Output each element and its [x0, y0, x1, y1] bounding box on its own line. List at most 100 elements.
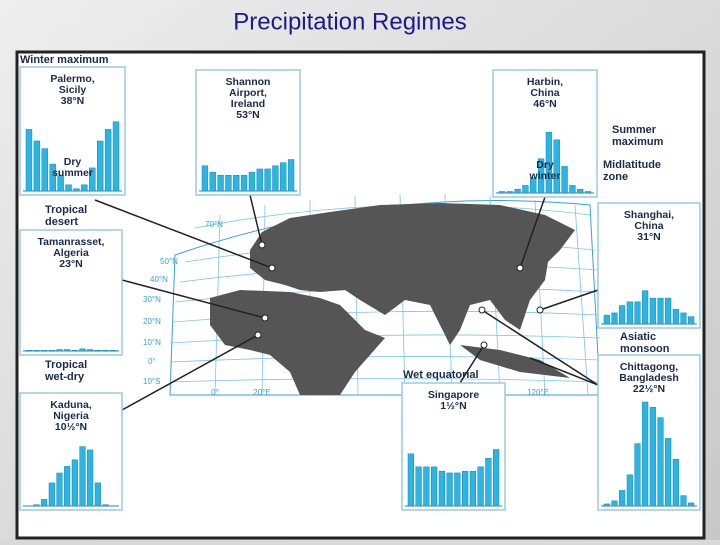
precip-bar [680, 495, 687, 507]
precip-bar [649, 297, 656, 325]
precip-bar [102, 504, 109, 507]
precip-bar [94, 482, 101, 507]
station-panel [597, 202, 701, 329]
station-name: Airport, [229, 87, 267, 99]
precip-bar [537, 158, 545, 194]
station-name: Ireland [231, 98, 265, 110]
precip-bar [225, 175, 232, 192]
slide-title: Precipitation Regimes [233, 8, 466, 35]
map-label: Tropical [45, 359, 87, 371]
station-name: Sicily [59, 84, 87, 96]
precip-bar [469, 470, 476, 507]
precip-bar [485, 457, 492, 507]
station-name: 53°N [236, 109, 259, 121]
precip-bar [41, 350, 48, 352]
precip-bar [64, 466, 71, 507]
station-name: Singapore [428, 389, 480, 401]
precip-bar [209, 171, 216, 192]
precip-bar [522, 185, 529, 194]
station-name: Shannon [226, 76, 271, 88]
eurasia [250, 203, 575, 345]
climate-note: winter [529, 170, 561, 182]
station-name: Shanghai, [624, 209, 674, 221]
station-name: Algeria [53, 247, 89, 259]
precip-bar [649, 406, 656, 507]
precip-bar [688, 502, 695, 507]
latitude-label: 10°S [143, 377, 160, 386]
precip-bar [569, 185, 576, 194]
latitude-label: 50°N [160, 257, 178, 266]
precip-bar [642, 401, 649, 507]
latitude-label: 40°N [150, 275, 168, 284]
precip-bar [56, 349, 63, 352]
precip-bar [498, 191, 506, 194]
precip-bar [25, 129, 33, 192]
precip-bar [514, 188, 521, 194]
station-name: Nigeria [53, 410, 89, 422]
precip-bar [672, 458, 679, 507]
map-label: maximum [612, 136, 664, 148]
station-name: China [530, 87, 559, 99]
map-label: Summer [612, 124, 657, 136]
precip-bar [33, 504, 40, 507]
map-label: Asiatic [620, 331, 656, 343]
precip-bar [87, 349, 94, 352]
climate-note: summer [52, 167, 93, 179]
map-label: wet-dry [44, 371, 85, 383]
precip-bar [217, 175, 224, 192]
precip-bar [462, 470, 469, 507]
longitude-label: 120°E [527, 388, 549, 397]
station-name: 23°N [59, 258, 82, 270]
station-name: China [634, 220, 663, 232]
station-name: Bangladesh [619, 372, 679, 384]
precip-bar [626, 301, 633, 325]
precip-bar [577, 188, 584, 194]
station-name: 22½°N [633, 383, 665, 395]
precip-bar [611, 312, 618, 325]
station-name: Chittagong, [620, 361, 678, 373]
precip-bar [79, 348, 86, 352]
precip-bar [619, 305, 626, 325]
station-panel [492, 69, 598, 198]
precip-bar [64, 349, 71, 352]
precip-bar [65, 184, 72, 192]
precip-bar [545, 131, 553, 194]
station-name: Kaduna, [50, 399, 92, 411]
map-label: Wet equatorial [403, 369, 479, 381]
station-panel [19, 229, 123, 356]
climate-note: Dry [536, 159, 554, 171]
station-name: 10½°N [55, 421, 87, 433]
longitude-label: 20°E [253, 388, 270, 397]
map-label: Winter maximum [20, 54, 109, 66]
precip-bar [642, 290, 649, 325]
leader-lines [94, 194, 599, 411]
precip-bar [41, 148, 48, 192]
precip-bar [553, 139, 560, 194]
station-name: Harbin, [527, 76, 563, 88]
precip-bar [626, 474, 633, 507]
station-name: 1½°N [440, 400, 466, 412]
precip-bar [57, 175, 64, 192]
precip-bar [619, 490, 626, 507]
station-name: Tamanrasset, [38, 236, 105, 248]
precip-bar [33, 350, 40, 352]
precip-bar [493, 449, 500, 507]
precip-bar [256, 168, 263, 192]
precip-bar [287, 159, 295, 192]
precip-bar [87, 449, 94, 507]
precip-bar [112, 121, 120, 192]
map-label: Tropical [45, 204, 87, 216]
precip-bar [56, 472, 63, 507]
precip-bar [657, 297, 664, 325]
precip-bar [688, 316, 695, 325]
precip-bar [48, 482, 55, 507]
map [94, 193, 601, 411]
precip-bar [94, 350, 101, 352]
precip-bar [561, 166, 568, 194]
precip-bar [423, 466, 430, 507]
precip-bar [603, 503, 610, 507]
precip-bar [530, 177, 537, 194]
precip-bar [680, 312, 687, 325]
precip-bar [611, 500, 618, 507]
